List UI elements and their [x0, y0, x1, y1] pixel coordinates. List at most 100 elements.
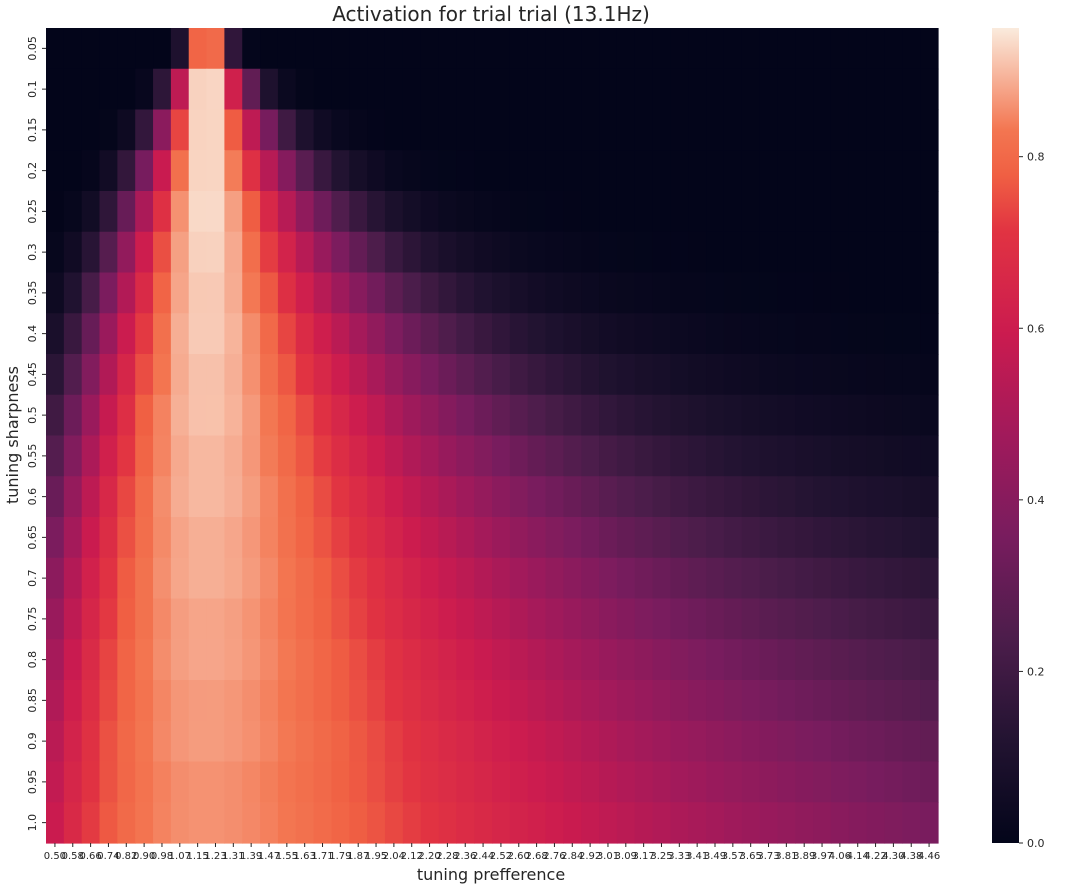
heatmap-cell [866, 639, 886, 681]
heatmap-cell [492, 272, 511, 314]
heatmap-cell [706, 802, 725, 844]
heatmap-cell [634, 557, 654, 600]
heatmap-cell [688, 476, 707, 518]
heatmap-cell [652, 639, 671, 681]
heatmap-cell [402, 435, 422, 477]
colorbar-tick-label: 0.2 [1027, 665, 1045, 678]
heatmap-cell [866, 354, 886, 396]
heatmap-cell [813, 28, 832, 70]
heatmap-cell [438, 354, 457, 396]
heatmap-cell [63, 394, 83, 437]
heatmap-cell [563, 802, 582, 844]
heatmap-cell [313, 435, 333, 477]
heatmap-cell [563, 313, 582, 355]
heatmap-cell [599, 394, 618, 437]
heatmap-cell [920, 435, 939, 477]
heatmap-cell [670, 598, 689, 640]
heatmap-cell [830, 639, 850, 681]
heatmap-cell [723, 802, 743, 844]
heatmap-cell [545, 557, 564, 600]
heatmap-cell [581, 598, 600, 640]
heatmap-cell [527, 313, 547, 355]
heatmap-cell [527, 598, 547, 640]
heatmap-cell [884, 680, 903, 722]
heatmap-cell [135, 802, 154, 844]
x-tick-label: 3.01 [597, 851, 619, 862]
heatmap-cell [581, 557, 600, 600]
heatmap-cell [420, 476, 440, 518]
heatmap-cell [795, 150, 814, 192]
heatmap-cell [866, 313, 886, 355]
heatmap-cell [153, 557, 172, 600]
heatmap-cell [866, 394, 886, 437]
heatmap-cell [438, 313, 457, 355]
heatmap-cell [242, 761, 261, 803]
heatmap-cell [135, 191, 154, 233]
heatmap-cell [206, 761, 225, 803]
y-tick-label: 0.5 [26, 406, 39, 424]
heatmap-cell [170, 272, 190, 314]
heatmap-cell [135, 557, 154, 600]
heatmap-cell [242, 313, 261, 355]
y-tick-labels: 0.05 0.1 0.15 0.2 0.25 0.3 0.35 0.4 0.45 0.5 0.55 0… [26, 36, 46, 831]
heatmap-cell [652, 272, 671, 314]
heatmap-cell [295, 639, 315, 681]
heatmap-cell [242, 231, 261, 274]
heatmap-cell [188, 435, 208, 477]
heatmap-cell [81, 394, 101, 437]
heatmap-cell [563, 28, 582, 70]
heatmap-cell [920, 639, 939, 681]
heatmap-cell [63, 761, 83, 803]
heatmap-cell [599, 802, 618, 844]
heatmap-cell [63, 354, 83, 396]
heatmap-cell [224, 68, 243, 111]
heatmap-cell [206, 191, 225, 233]
heatmap-cell [420, 435, 440, 477]
heatmap-cell [563, 394, 582, 437]
heatmap-cell [581, 313, 600, 355]
heatmap-cell [331, 68, 350, 111]
heatmap-cell [545, 720, 564, 763]
heatmap-cell [153, 517, 172, 559]
heatmap-cell [402, 720, 422, 763]
heatmap-cell [438, 68, 457, 111]
heatmap-cell [295, 557, 315, 600]
heatmap-cell [349, 313, 368, 355]
heatmap-cell [384, 802, 404, 844]
heatmap-cell [759, 68, 779, 111]
heatmap-cell [367, 598, 386, 640]
heatmap-cell [688, 517, 707, 559]
heatmap-cell [402, 761, 422, 803]
heatmap-cell [616, 680, 636, 722]
heatmap-cell [135, 313, 154, 355]
heatmap-cell [46, 313, 65, 355]
heatmap-cell [420, 191, 440, 233]
heatmap-cell [759, 109, 779, 151]
heatmap-cell [117, 761, 136, 803]
colorbar-ticks: 0.0 0.2 0.4 0.6 0.8 [1019, 151, 1045, 850]
heatmap-cell [545, 272, 564, 314]
x-tick-label: 4.46 [918, 851, 940, 862]
heatmap-cell [46, 476, 65, 518]
heatmap-cell [81, 720, 101, 763]
heatmap-cell [866, 109, 886, 151]
heatmap-cell [884, 435, 903, 477]
x-tick-label: 1.79 [329, 851, 351, 862]
heatmap-cell [367, 150, 386, 192]
heatmap-cell [741, 150, 761, 192]
heatmap-cell [723, 476, 743, 518]
heatmap-cell [242, 557, 261, 600]
heatmap-cell [509, 802, 529, 844]
heatmap-cell [706, 761, 725, 803]
heatmap-cell [349, 272, 368, 314]
heatmap-cell [616, 313, 636, 355]
heatmap-cell [153, 313, 172, 355]
heatmap-cell [63, 802, 83, 844]
heatmap-cell [170, 191, 190, 233]
heatmap-cell [902, 802, 921, 844]
heatmap-cell [509, 28, 529, 70]
heatmap-cell [527, 231, 547, 274]
heatmap-cell [438, 761, 457, 803]
heatmap-cell [902, 517, 921, 559]
heatmap-cell [616, 68, 636, 111]
